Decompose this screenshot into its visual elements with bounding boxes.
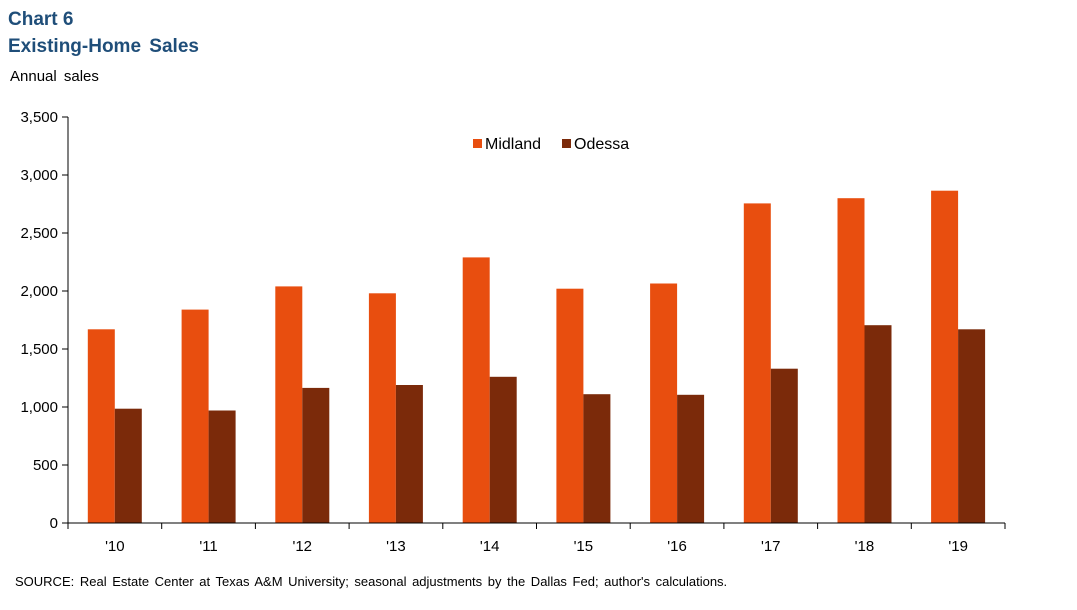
chart-number: Chart 6: [8, 9, 74, 30]
legend-swatch-midland: [473, 139, 482, 148]
bar-midland-5: [556, 288, 584, 523]
legend-label-midland: Midland: [485, 136, 541, 153]
x-tick-label: '15: [574, 538, 594, 555]
y-tick-label: 1,000: [20, 399, 58, 416]
axes-group: 0 500 1,000 1,500 2,000 2,500 3,000 3,500 '10 '11…: [20, 109, 1006, 555]
legend-label-odessa: Odessa: [574, 136, 629, 153]
x-tick-label: '11: [199, 538, 217, 555]
legend: Midland Odessa: [473, 136, 629, 153]
chart-title: Existing-Home Sales: [8, 36, 199, 57]
y-tick-label: 0: [50, 515, 58, 532]
bar-odessa-4: [489, 376, 517, 523]
x-tick-label: '14: [480, 538, 500, 555]
x-tick-label: '17: [761, 538, 781, 555]
bar-midland-7: [743, 203, 771, 523]
bar-midland-8: [837, 198, 865, 523]
y-tick-label: 3,000: [20, 167, 58, 184]
x-tick-label: '19: [948, 538, 968, 555]
y-axis-label: Annual sales: [10, 68, 99, 85]
legend-swatch-odessa: [562, 139, 571, 148]
y-tick-label: 1,500: [20, 341, 58, 358]
y-tick-label: 2,500: [20, 225, 58, 242]
bar-midland-1: [181, 309, 209, 523]
y-tick-label: 3,500: [20, 109, 58, 126]
bars-group: [87, 190, 986, 523]
x-tick-label: '13: [386, 538, 406, 555]
bar-midland-3: [368, 293, 396, 523]
y-tick-label: 500: [33, 457, 58, 474]
y-tick-label: 2,000: [20, 283, 58, 300]
bar-odessa-3: [395, 385, 423, 523]
bar-odessa-6: [677, 394, 705, 523]
x-tick-label: '12: [292, 538, 312, 555]
bar-midland-6: [650, 283, 678, 523]
x-tick-label: '16: [667, 538, 687, 555]
source-note: SOURCE: Real Estate Center at Texas A&M …: [15, 574, 728, 589]
x-tick-label: '10: [105, 538, 125, 555]
bar-odessa-0: [114, 408, 142, 523]
bar-midland-2: [275, 286, 303, 523]
bar-odessa-5: [583, 394, 611, 523]
x-tick-label: '18: [855, 538, 875, 555]
bar-odessa-1: [208, 410, 236, 523]
bar-odessa-7: [770, 368, 798, 523]
bar-odessa-8: [864, 325, 892, 523]
bar-odessa-2: [302, 387, 330, 523]
bar-midland-4: [462, 257, 490, 523]
bar-odessa-9: [958, 329, 986, 523]
bar-midland-0: [87, 329, 115, 523]
bar-midland-9: [931, 190, 959, 523]
